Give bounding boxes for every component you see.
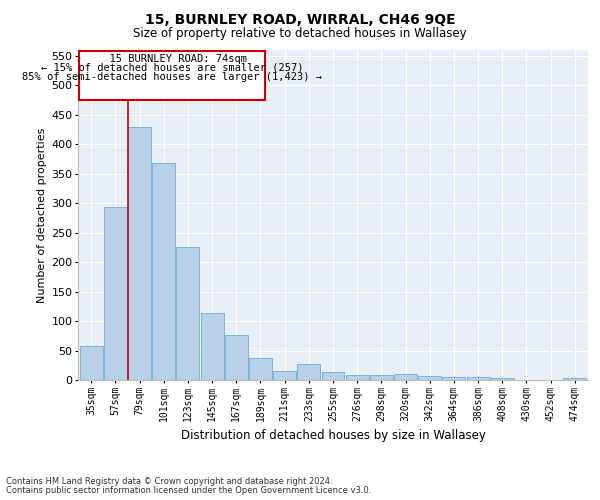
Bar [322, 372, 344, 380]
Bar [346, 374, 368, 380]
Bar [394, 374, 417, 380]
Bar [563, 378, 586, 380]
Bar [104, 208, 127, 380]
Bar [467, 377, 490, 380]
Bar [491, 378, 514, 380]
Bar [418, 376, 441, 380]
Text: Contains HM Land Registry data © Crown copyright and database right 2024.: Contains HM Land Registry data © Crown c… [6, 477, 332, 486]
Bar [176, 248, 199, 380]
Bar [225, 335, 248, 380]
Bar [298, 364, 320, 380]
X-axis label: Distribution of detached houses by size in Wallasey: Distribution of detached houses by size … [181, 429, 485, 442]
Bar [370, 374, 393, 380]
Text: ← 15% of detached houses are smaller (257): ← 15% of detached houses are smaller (25… [41, 63, 304, 73]
Bar [200, 314, 224, 380]
Bar [273, 370, 296, 380]
Bar [80, 346, 103, 380]
Bar [79, 51, 265, 100]
Bar [442, 377, 466, 380]
Text: Contains public sector information licensed under the Open Government Licence v3: Contains public sector information licen… [6, 486, 371, 495]
Bar [249, 358, 272, 380]
Text: 85% of semi-detached houses are larger (1,423) →: 85% of semi-detached houses are larger (… [22, 72, 322, 82]
Y-axis label: Number of detached properties: Number of detached properties [37, 128, 47, 302]
Bar [128, 126, 151, 380]
Text: Size of property relative to detached houses in Wallasey: Size of property relative to detached ho… [133, 28, 467, 40]
Bar [152, 163, 175, 380]
Text: 15 BURNLEY ROAD: 74sqm: 15 BURNLEY ROAD: 74sqm [97, 54, 247, 64]
Text: 15, BURNLEY ROAD, WIRRAL, CH46 9QE: 15, BURNLEY ROAD, WIRRAL, CH46 9QE [145, 12, 455, 26]
